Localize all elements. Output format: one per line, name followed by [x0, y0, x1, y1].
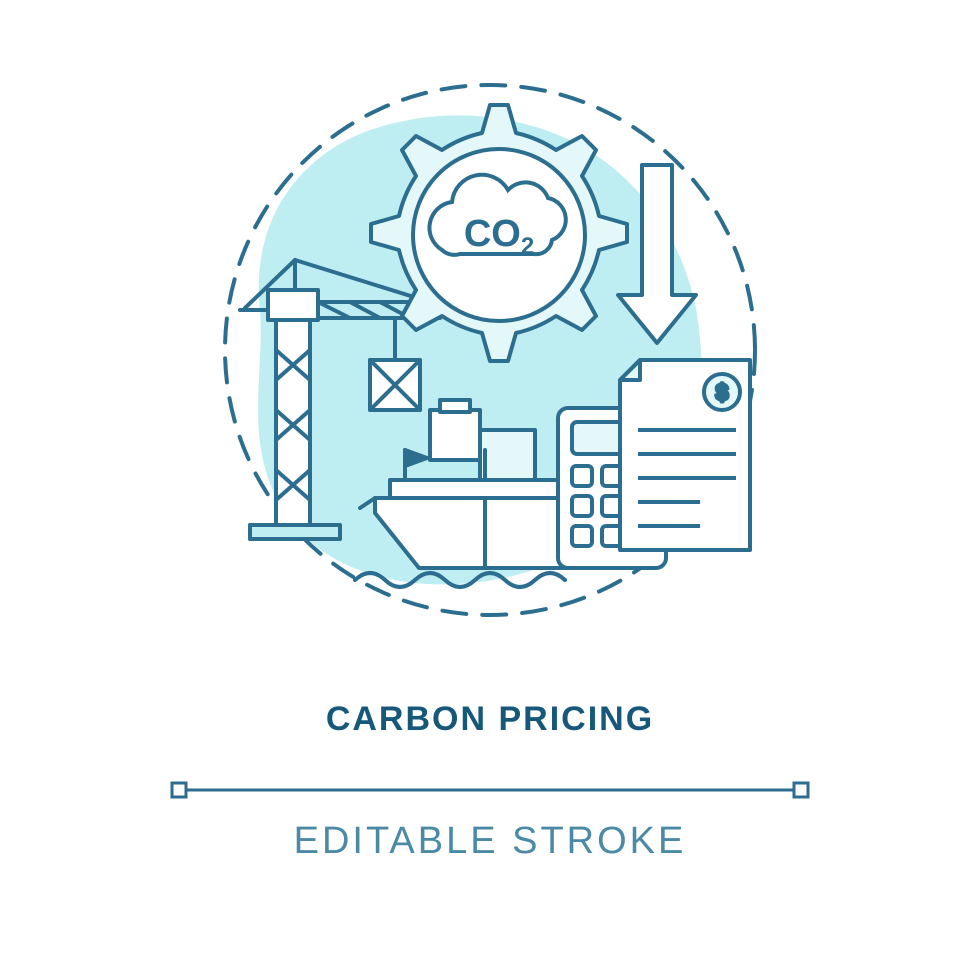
infographic-canvas: CO2	[0, 0, 980, 980]
document-icon: $	[620, 360, 750, 550]
divider-line	[170, 780, 810, 800]
carbon-pricing-illustration: CO2	[180, 70, 800, 630]
infographic-subtitle: EDITABLE STROKE	[0, 820, 980, 863]
infographic-title: CARBON PRICING	[0, 700, 980, 739]
gear-co2-icon: CO2	[371, 105, 627, 361]
dollar-sign: $	[716, 380, 728, 405]
